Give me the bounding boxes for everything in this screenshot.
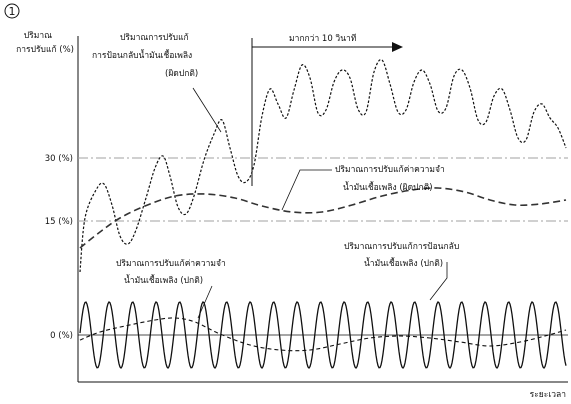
annotation-memory-abnormal-line2: น้ำมันเชื้อเพลิง (ผิดปกติ)	[343, 181, 433, 193]
memory-abnormal-curve	[79, 187, 567, 249]
y-tick-0: 0 (%)	[50, 331, 73, 341]
y-axis-label-line2: การปรับแก้ (%)	[16, 44, 74, 55]
feedback-normal-curve	[79, 301, 567, 370]
annotation-memory-normal-line2: น้ำมันเชื้อเพลิง (ปกติ)	[124, 274, 203, 286]
annotation-feedback-normal-leader	[429, 262, 448, 301]
y-tick-15: 15 (%)	[45, 217, 73, 227]
annotation-feedback-abnormal-line2: การป้อนกลับน้ำมันเชื้อเพลิง	[92, 49, 192, 61]
y-axis-label-line1: ปริมาณ	[24, 31, 52, 41]
annotation-feedback-abnormal-line3: (ผิดปกติ)	[165, 69, 198, 79]
annotation-memory-abnormal-line1: ปริมาณการปรับแก้ค่าความจำ	[335, 164, 445, 175]
x-axis-label: ระยะเวลา	[530, 390, 566, 400]
annotation-feedback-abnormal-leader	[192, 87, 222, 133]
duration-arrow-head	[392, 42, 403, 52]
annotation-feedback-normal-line1: ปริมาณการปรับแก้การป้อนกลับ	[344, 241, 459, 252]
figure-number-circle	[4, 3, 20, 19]
annotation-memory-abnormal-leader	[281, 169, 332, 211]
annotation-memory-normal-leader	[197, 285, 213, 319]
annotation-feedback-abnormal-line1: ปริมาณการปรับแก้	[120, 32, 189, 43]
figure-number: 1	[9, 5, 16, 18]
annotation-feedback-normal-line2: น้ำมันเชื้อเพลิง (ปกติ)	[364, 257, 443, 269]
duration-label: มากกว่า 10 วินาที	[289, 33, 357, 44]
y-tick-30: 30 (%)	[45, 154, 73, 164]
memory-normal-curve	[79, 317, 567, 352]
feedback-abnormal-curve	[79, 58, 567, 273]
annotation-memory-normal-line1: ปริมาณการปรับแก้ค่าความจำ	[116, 258, 226, 269]
